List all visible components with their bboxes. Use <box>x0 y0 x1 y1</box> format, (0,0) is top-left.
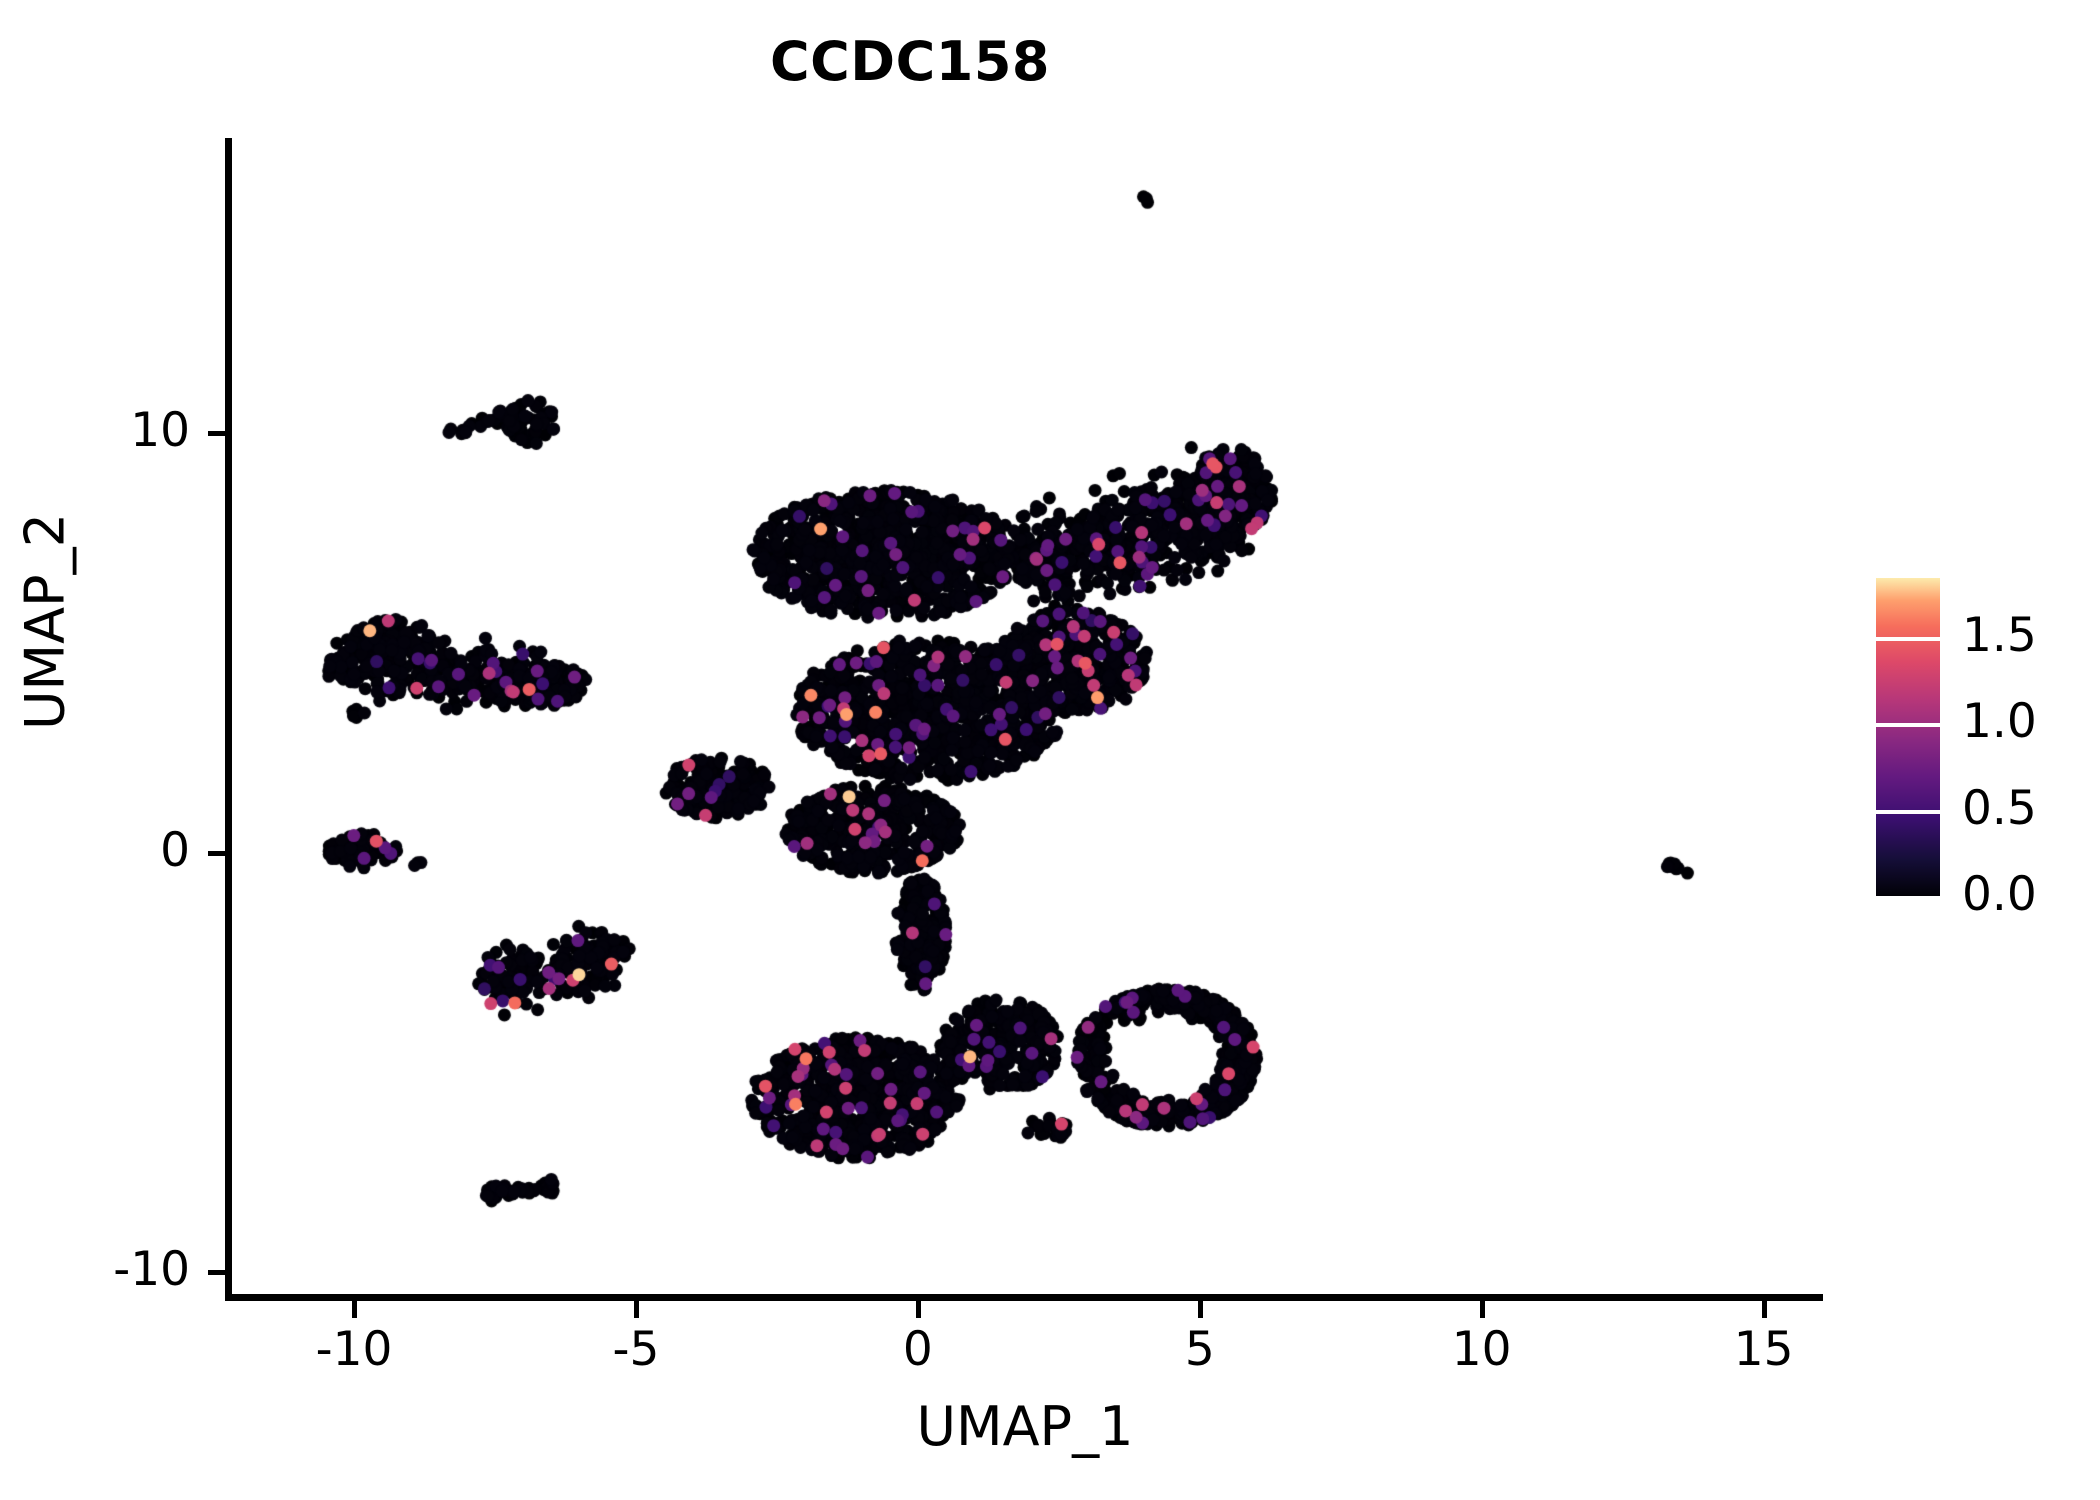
x-tick-mark <box>633 1301 639 1318</box>
x-tick-label: -5 <box>612 1322 660 1377</box>
x-tick-mark <box>1479 1301 1485 1318</box>
y-tick-label: -10 <box>113 1241 190 1297</box>
x-tick-label: 0 <box>902 1322 933 1377</box>
y-tick-mark <box>208 850 225 856</box>
y-tick-mark <box>208 1269 225 1275</box>
colorbar-tick-mark <box>1876 896 1940 900</box>
x-axis-label: UMAP_1 <box>916 1395 1134 1458</box>
x-tick-label: 10 <box>1451 1322 1512 1377</box>
y-tick-mark <box>208 431 225 437</box>
x-axis-spine <box>225 1294 1823 1301</box>
plot-area <box>230 140 1820 1297</box>
colorbar-tick-label: 1.0 <box>1962 694 2037 750</box>
y-axis-spine <box>225 138 232 1301</box>
y-tick-label: 0 <box>160 822 190 878</box>
colorbar-tick-mark <box>1876 723 1940 728</box>
x-tick-label: -10 <box>315 1322 393 1377</box>
colorbar-tick-mark <box>1876 809 1940 814</box>
colorbar-gradient <box>1876 578 1940 898</box>
y-axis-label: UMAP_2 <box>13 513 77 730</box>
colorbar-tick-label: 1.5 <box>1962 607 2037 663</box>
x-tick-mark <box>1197 1301 1203 1318</box>
colorbar-tick-label: 0.0 <box>1962 867 2037 922</box>
x-tick-mark <box>1761 1301 1767 1318</box>
y-tick-label: 10 <box>130 403 190 459</box>
x-tick-label: 5 <box>1184 1322 1215 1377</box>
x-tick-mark <box>352 1301 358 1318</box>
x-tick-mark <box>915 1301 921 1318</box>
x-tick-label: 15 <box>1733 1322 1794 1377</box>
scatter-canvas <box>230 140 1820 1297</box>
page-title: CCDC158 <box>770 30 1050 93</box>
colorbar-tick-mark <box>1876 636 1940 641</box>
colorbar-tick-label: 0.5 <box>1962 780 2037 836</box>
